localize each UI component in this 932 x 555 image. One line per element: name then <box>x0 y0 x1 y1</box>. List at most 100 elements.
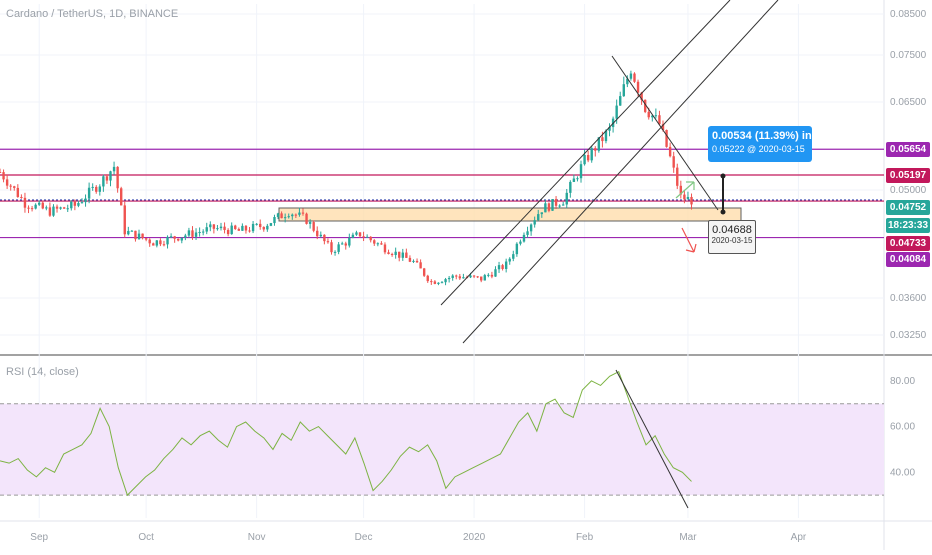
candle-body <box>102 176 105 187</box>
candle-body <box>112 166 116 172</box>
candle-body <box>376 243 380 245</box>
trend-line <box>611 55 719 211</box>
candle-body <box>191 230 194 237</box>
up-arrow <box>675 181 695 199</box>
candle-body <box>273 217 276 224</box>
candle-body <box>654 115 658 117</box>
rsi-tick-label: 60.00 <box>890 422 915 433</box>
candle-body <box>601 137 604 142</box>
candle-body <box>205 227 208 232</box>
candle-body <box>198 232 201 234</box>
candle-body <box>426 275 429 282</box>
candle-body <box>276 213 280 218</box>
candle-body <box>369 236 372 241</box>
candle-body <box>665 129 668 147</box>
candle-body <box>476 276 479 278</box>
candle-body <box>269 223 273 226</box>
candle-body <box>9 185 12 187</box>
candle-body <box>380 243 383 245</box>
candle-body <box>355 232 358 235</box>
candle-body <box>619 96 622 106</box>
candle-body <box>308 222 312 224</box>
candle-body <box>504 261 508 269</box>
candle-body <box>373 240 376 244</box>
candle-body <box>348 237 351 246</box>
candle-body <box>480 276 483 281</box>
candle-body <box>433 281 437 284</box>
candle-body <box>572 178 576 182</box>
candle-body <box>209 224 212 228</box>
candle-body <box>608 127 611 131</box>
candle-body <box>244 225 248 231</box>
candle-body <box>62 207 66 209</box>
candle-body <box>333 251 337 253</box>
y-tick-label: 0.03600 <box>890 293 927 304</box>
candle-body <box>483 275 486 281</box>
candle-body <box>166 236 169 245</box>
candle-body <box>526 231 529 235</box>
candle-body <box>48 207 52 216</box>
candle-body <box>219 226 223 229</box>
candle-body <box>248 230 251 232</box>
candle-body <box>177 238 180 241</box>
candle-body <box>451 275 454 278</box>
candle-body <box>594 148 597 151</box>
candle-body <box>362 236 365 238</box>
candle-body <box>401 252 404 258</box>
candle-body <box>640 92 643 100</box>
candle-body <box>123 205 126 235</box>
measure-box[interactable]: 0.00534 (11.39%) in 0.05222 @ 2020-03-15 <box>708 126 812 162</box>
candle-body <box>0 171 2 173</box>
candle-body <box>519 241 522 244</box>
price-tag-2: 0.04752 <box>886 200 930 215</box>
candle-body <box>216 228 219 230</box>
candle-body <box>13 186 16 188</box>
candle-body <box>330 242 333 253</box>
candle-body <box>622 84 625 97</box>
candle-body <box>565 192 568 205</box>
x-tick-label: Mar <box>679 532 697 543</box>
candle-body <box>234 225 237 229</box>
candle-body <box>155 240 159 246</box>
x-tick-label: Sep <box>30 532 48 543</box>
candle-body <box>405 252 408 258</box>
candle-body <box>301 212 305 214</box>
candle-body <box>5 179 9 186</box>
price-tag-0: 0.05654 <box>886 142 930 157</box>
rsi-tick-label: 80.00 <box>890 376 915 387</box>
candle-body <box>316 230 319 237</box>
candle-body <box>508 258 511 262</box>
candle-body <box>422 268 426 276</box>
rsi-trend-line <box>615 369 689 509</box>
candle-body <box>576 178 579 180</box>
candle-body <box>440 282 444 284</box>
candle-body <box>326 241 330 243</box>
candle-body <box>540 212 544 215</box>
candle-body <box>294 214 298 216</box>
candle-body <box>287 216 290 218</box>
candle-body <box>676 167 679 186</box>
candle-body <box>255 223 258 225</box>
down-arrow <box>681 227 697 253</box>
measure-base-value: 0.04688 <box>712 224 752 236</box>
candle-body <box>241 225 244 231</box>
candle-body <box>152 243 155 246</box>
candle-body <box>387 252 390 255</box>
candle-body <box>629 73 633 79</box>
candle-body <box>127 230 130 235</box>
candle-body <box>251 223 255 232</box>
candle-body <box>45 207 48 209</box>
rsi-line <box>0 371 692 497</box>
candle-body <box>144 238 148 240</box>
x-tick-label: 2020 <box>463 532 486 543</box>
candle-body <box>223 226 226 230</box>
rsi-tick-label: 40.00 <box>890 467 915 478</box>
candle-body <box>109 171 112 181</box>
candle-body <box>547 203 551 211</box>
measure-base-label[interactable]: 0.04688 2020-03-15 <box>708 220 756 254</box>
candle-body <box>20 196 23 198</box>
x-tick-label: Feb <box>576 532 594 543</box>
candle-body <box>169 236 173 238</box>
candle-body <box>444 279 447 283</box>
